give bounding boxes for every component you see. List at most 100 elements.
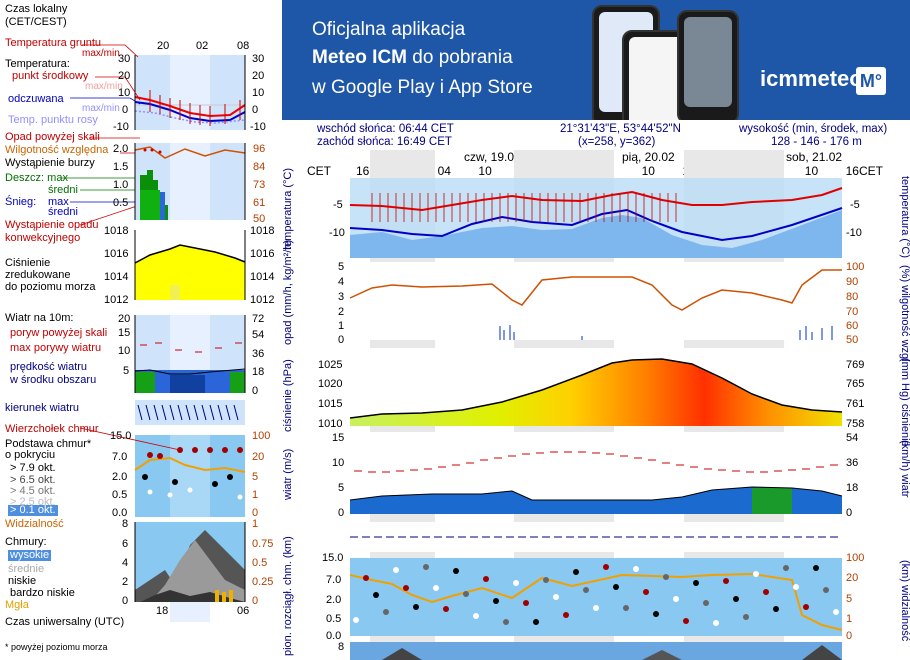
legend-clouds: Chmury: [5,536,47,548]
precip-tick: 1 [338,320,345,332]
base-tick: 0.5 [326,613,342,625]
ylabel-wind-r: (km/h) wiatr [899,440,910,498]
day-label: sob, 21.02 [786,150,843,164]
hour-tick: 16 [845,164,859,178]
legend-okt-4: > 2.5 okt. [10,496,56,508]
mini-cloud-tick: 0 [122,595,129,607]
mini-press-rtick: 1018 [250,225,275,237]
legend-humidity: Wilgotność względna [5,144,109,156]
legend-cloud-top: Wierzchołek chmur [5,423,99,435]
legend-storm: Wystąpienie burzy [5,157,95,169]
temp-tick: -5 [333,199,343,211]
wind-tick: 15 [332,432,345,444]
ylabel-base: pion. rozciągł. chm. (km) [282,536,294,656]
mini-cloud-tick: 8 [122,518,129,530]
legend-feels-maxmin: max/min [82,103,120,114]
base-tick: 15.0 [322,552,344,564]
mini-press-rtick: 1016 [250,248,275,260]
legend-mini-charts [60,44,246,622]
grid-coordinates: (x=258, y=362) [578,136,656,148]
ylabel-temp-r: temperatura (°C) [899,176,910,259]
pressure-rtick: 761 [846,398,865,410]
utc-tick: 18 [156,605,169,617]
mini-base-rtick: 5 [252,471,259,483]
coordinates: 21°31'43"E, 53°44'52"N [560,123,681,135]
legend-very-low: bardzo niskie [10,587,75,599]
legend-rain-max: Deszcz: max [5,172,68,184]
legend-pressure-2: zredukowane [5,269,71,281]
precip-tick: 0 [338,334,345,346]
mini-base-tick: 0.0 [112,507,128,519]
legend-okt-3: > 4.5 okt. [10,485,56,497]
mini-precip-rtick: 96 [253,143,266,155]
legend-pressure-3: do poziomu morza [5,281,96,293]
mini-cloud-rtick: 0 [252,595,259,607]
mini-press-rtick: 1012 [250,294,275,306]
legend-temp-maxmin: max/min [85,81,123,92]
banner-line-3: w Google Play i App Store [312,77,533,98]
legend-speed-1: prędkość wiatru [10,361,88,373]
legend-soil-temp: Temperatura gruntu [5,37,101,49]
legend-snow: Śnieg: [5,196,37,208]
pressure-rtick: 765 [846,378,865,390]
mini-base-rtick: 100 [252,430,271,442]
legend-pressure-1: Ciśnienie [5,257,51,269]
hour-tick: 16 [356,164,370,178]
humidity-tick: 100 [846,261,865,273]
mini-base-rtick: 1 [252,489,259,501]
legend-okt-2: > 6.5 okt. [10,474,56,486]
pressure-tick: 1020 [318,378,343,390]
legend-conv-1: Wystąpienie opadu [5,219,99,231]
ylabel-temp: temperatura (°C) [282,167,294,250]
legend-top-tick: 20 [157,40,170,52]
legend-temp-label: Temperatura: [5,58,70,70]
legend-gust: max porywy wiatru [10,342,102,354]
mini-base-rtick: 0 [252,507,259,519]
humidity-tick: 60 [846,320,859,332]
hour-tick: 10 [641,164,655,178]
ylabel-humidity-r: (%) wilgotność wzgl. [899,265,910,365]
vis-tick: 5 [846,593,853,605]
legend-speed-2: w środku obszaru [10,374,97,386]
tz-label-right: CET [859,164,883,178]
temp-rtick: -5 [850,199,860,211]
legend-base-1: Podstawa chmur* [5,438,92,450]
cloud-base-panel [350,558,842,636]
mini-precip-rtick: 73 [253,179,266,191]
base-tick: 7.0 [326,574,342,586]
banner-line-2-rest: do pobrania [407,47,513,68]
mini-wind-rtick: 72 [252,313,265,325]
utc-tick: 06 [237,605,250,617]
icmmeteo-logo: icmmeteo [760,66,863,91]
app-promo-banner[interactable]: Oficjalna aplikacja Meteo ICM do pobrani… [282,0,910,120]
wind-rtick: 18 [846,482,859,494]
hour-tick: 10 [478,164,492,178]
legend-footnote: * powyżej poziomu morza [5,642,108,652]
mini-wind-tick: 20 [118,313,131,325]
mini-temp-tick: 10 [118,87,131,99]
pressure-rtick: 758 [846,418,865,430]
wind-tick: 0 [338,507,345,519]
mini-temp-rtick: 30 [252,53,265,65]
mini-base-rtick: 20 [252,451,265,463]
mini-press-tick: 1014 [104,271,129,283]
hour-tick: 04 [437,164,451,178]
mini-base-tick: 2.0 [112,471,128,483]
mini-base-tick: 7.0 [112,451,128,463]
mini-wind-rtick: 0 [252,385,259,397]
precip-tick: 5 [338,261,345,273]
mini-precip-tick: 1.5 [113,161,129,173]
mini-cloud-rtick: 0.25 [252,576,274,588]
mini-wind-tick: 15 [118,327,131,339]
precip-tick: 2 [338,306,345,318]
banner-brand: Meteo ICM [312,47,407,68]
wind-tick: 5 [338,482,345,494]
mini-precip-rtick: 84 [253,161,266,173]
mini-temp-rtick: 0 [252,104,259,116]
temp-rtick: -10 [846,227,862,239]
base-tick: 2.0 [326,594,342,606]
humidity-tick: 90 [846,276,859,288]
humidity-tick: 70 [846,306,859,318]
mini-temp-tick: 30 [118,53,131,65]
legend-visibility: Widzialność [5,518,64,530]
